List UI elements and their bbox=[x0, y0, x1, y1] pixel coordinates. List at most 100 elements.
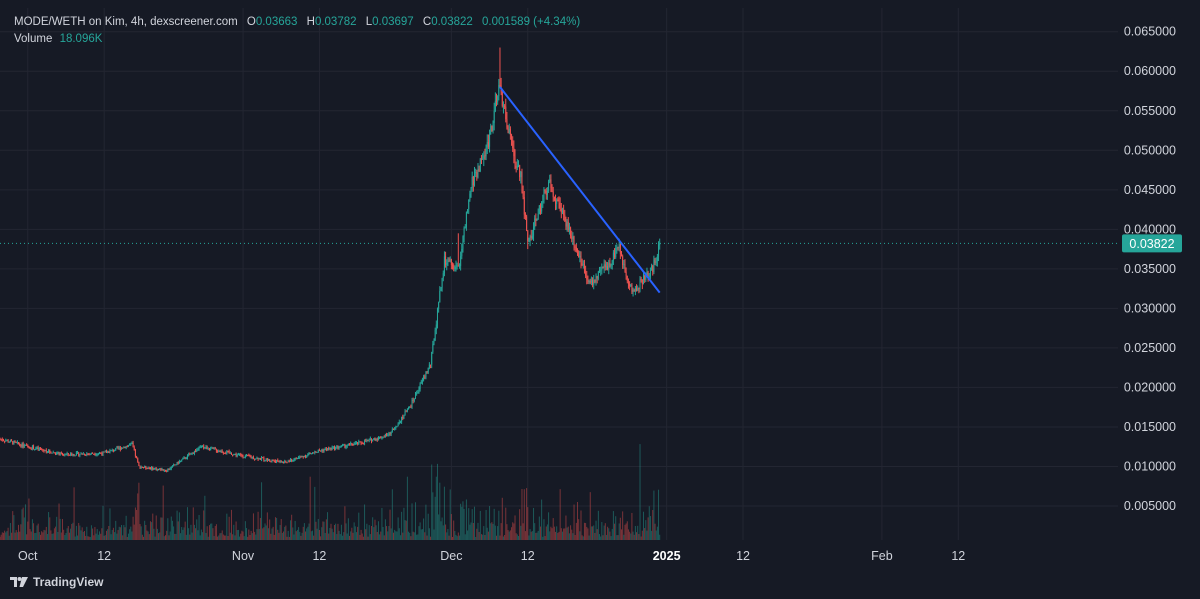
candle-body bbox=[623, 264, 625, 266]
volume-bar bbox=[485, 509, 487, 540]
candle-body bbox=[636, 288, 638, 291]
volume-bar bbox=[399, 535, 401, 540]
volume-bar bbox=[77, 535, 79, 540]
volume-bar bbox=[339, 534, 341, 540]
candle-body bbox=[285, 461, 287, 463]
candle-body bbox=[430, 364, 432, 366]
volume-bar bbox=[2, 532, 4, 540]
candle-body bbox=[287, 461, 289, 463]
candle-body bbox=[395, 426, 397, 428]
candle-body bbox=[235, 453, 237, 456]
volume-bar bbox=[166, 530, 168, 540]
volume-bar bbox=[28, 498, 30, 540]
volume-bar bbox=[371, 525, 373, 540]
candle-body bbox=[168, 469, 170, 471]
trendline-layer[interactable] bbox=[499, 86, 661, 294]
candle-body bbox=[46, 452, 48, 454]
volume-bar bbox=[513, 523, 515, 540]
candle-body bbox=[105, 451, 107, 453]
volume-bar bbox=[656, 526, 658, 540]
volume-bar bbox=[617, 535, 619, 540]
candle-body bbox=[497, 96, 499, 103]
candle-body bbox=[311, 452, 313, 454]
volume-bar bbox=[134, 507, 136, 540]
volume-bar bbox=[198, 514, 200, 540]
candle-body bbox=[617, 247, 619, 249]
volume-bar bbox=[23, 517, 25, 540]
volume-bar bbox=[75, 525, 77, 540]
volume-bar bbox=[268, 528, 270, 540]
volume-bar bbox=[560, 528, 562, 540]
candle-body bbox=[634, 288, 636, 292]
volume-bar bbox=[161, 517, 163, 540]
candle-body bbox=[527, 230, 529, 242]
volume-bar bbox=[423, 518, 425, 540]
candle-body bbox=[96, 453, 98, 455]
candle-body bbox=[205, 446, 207, 448]
candle-body bbox=[408, 407, 410, 410]
candle-body bbox=[56, 452, 58, 455]
candle-body bbox=[19, 443, 21, 445]
volume-bar bbox=[146, 530, 148, 540]
volume-bar bbox=[277, 529, 279, 540]
volume-bar bbox=[83, 531, 85, 540]
volume-bar bbox=[409, 532, 411, 540]
volume-bar bbox=[124, 527, 126, 540]
candle-body bbox=[315, 451, 317, 453]
candle-body bbox=[440, 287, 442, 292]
candle-body bbox=[443, 256, 445, 274]
volume-bar bbox=[331, 528, 333, 540]
candle-body bbox=[448, 260, 450, 262]
volume-bar bbox=[73, 487, 75, 540]
volume-bar bbox=[355, 532, 357, 540]
candle-body bbox=[240, 454, 242, 456]
volume-bar bbox=[383, 535, 385, 540]
volume-bar bbox=[342, 535, 344, 540]
candle-body bbox=[359, 441, 361, 443]
candle-body bbox=[498, 85, 500, 97]
candle-body bbox=[517, 165, 519, 167]
price-axis[interactable]: 0.065000 0.060000 0.055000 0.050000 0.045000… bbox=[1124, 25, 1176, 513]
volume-bar bbox=[279, 525, 281, 540]
volume-bar bbox=[127, 533, 129, 540]
volume-bar bbox=[301, 532, 303, 540]
volume-bar bbox=[537, 530, 539, 540]
candle-body bbox=[585, 270, 587, 276]
candle-body bbox=[433, 340, 435, 345]
candle-body bbox=[399, 421, 401, 423]
candle-body bbox=[305, 455, 307, 457]
volume-bar bbox=[90, 525, 92, 540]
volume-bar bbox=[306, 528, 308, 540]
volume-bar bbox=[5, 532, 7, 540]
volume-bar bbox=[16, 532, 18, 540]
volume-bar bbox=[140, 526, 142, 540]
candle-body bbox=[502, 105, 504, 107]
volume-bar bbox=[527, 507, 529, 540]
candle-body bbox=[262, 457, 264, 459]
candle-body bbox=[625, 271, 627, 276]
volume-bar bbox=[293, 534, 295, 540]
tradingview-brand[interactable]: TradingView bbox=[10, 575, 103, 589]
candle-body bbox=[66, 453, 68, 455]
candle-body bbox=[504, 105, 506, 107]
candle-body bbox=[543, 190, 545, 202]
time-axis[interactable]: Oct 12 Nov 12 Dec 12 2025 12 Feb 12 bbox=[18, 549, 965, 563]
candle-body bbox=[524, 214, 526, 217]
volume-bar bbox=[424, 532, 426, 540]
volume-bar bbox=[288, 536, 290, 540]
volume-bar bbox=[568, 533, 570, 540]
candle-body bbox=[507, 127, 509, 134]
volume-bar bbox=[210, 523, 212, 540]
volume-bar bbox=[633, 534, 635, 540]
trendline[interactable] bbox=[499, 86, 661, 294]
candle-body bbox=[244, 455, 246, 458]
candle-body bbox=[123, 446, 125, 449]
volume-bar bbox=[0, 534, 2, 540]
volume-bar bbox=[181, 527, 183, 540]
candle-body bbox=[173, 464, 175, 466]
volume-bar bbox=[178, 512, 180, 540]
volume-bar bbox=[296, 529, 298, 540]
volume-bar bbox=[213, 536, 215, 540]
